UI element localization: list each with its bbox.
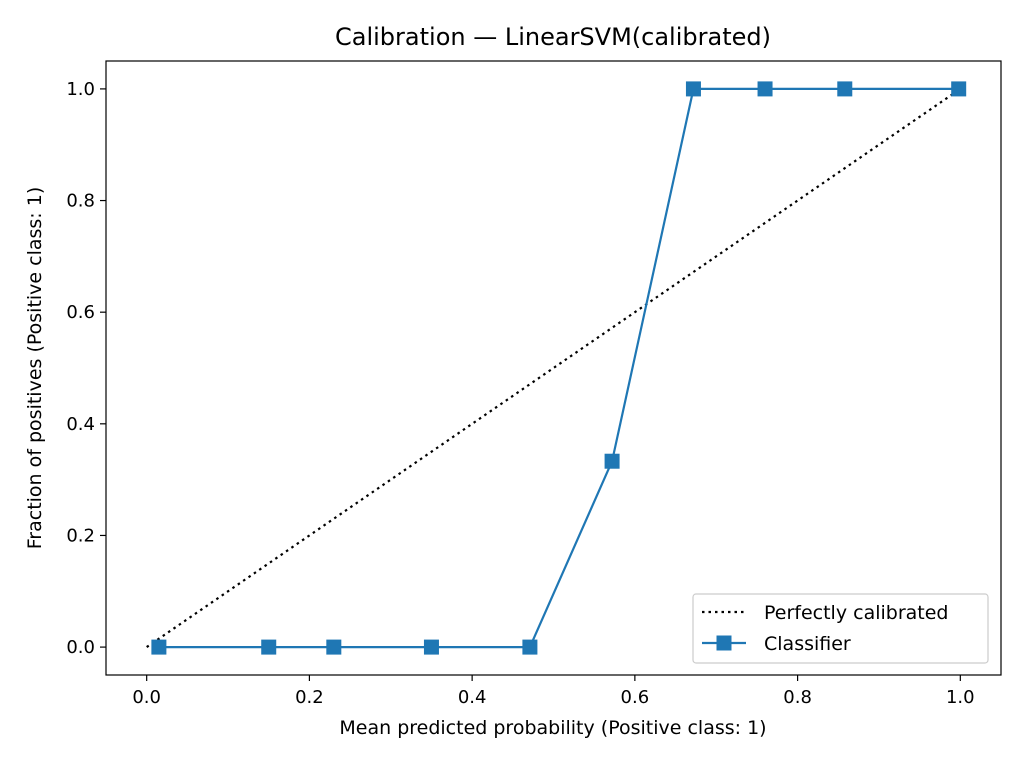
legend: Perfectly calibrated Classifier xyxy=(692,593,989,664)
x-tick-label: 0.6 xyxy=(621,687,650,708)
data-point-classifier xyxy=(837,81,853,97)
data-point-classifier xyxy=(261,639,277,655)
data-point-classifier xyxy=(326,639,342,655)
series-layer xyxy=(146,81,967,655)
y-tick-label: 0.2 xyxy=(66,525,95,546)
y-tick-label: 0.8 xyxy=(66,191,95,212)
data-point-classifier xyxy=(151,639,167,655)
x-tick-label: 0.4 xyxy=(458,687,487,708)
x-axis: 0.0 0.2 0.4 0.6 0.8 1.0 xyxy=(132,675,975,708)
data-point-classifier xyxy=(604,453,620,469)
chart-title: Calibration — LinearSVM(calibrated) xyxy=(335,23,771,51)
data-point-classifier xyxy=(423,639,439,655)
x-tick-label: 0.8 xyxy=(783,687,812,708)
y-tick-label: 1.0 xyxy=(66,79,95,100)
legend-frame xyxy=(692,593,989,664)
y-axis-label: Fraction of positives (Positive class: 1… xyxy=(24,187,46,550)
y-tick-label: 0.0 xyxy=(66,637,95,658)
x-tick-label: 0.2 xyxy=(295,687,324,708)
y-tick-label: 0.4 xyxy=(66,414,95,435)
legend-marker-classifier xyxy=(716,635,732,651)
x-axis-label: Mean predicted probability (Positive cla… xyxy=(339,717,766,739)
x-tick-label: 1.0 xyxy=(946,687,975,708)
y-axis: 0.0 0.2 0.4 0.6 0.8 1.0 xyxy=(66,79,106,658)
y-tick-label: 0.6 xyxy=(66,302,95,323)
data-point-classifier xyxy=(951,81,967,97)
series-line-classifier xyxy=(158,87,959,649)
x-tick-label: 0.0 xyxy=(132,687,161,708)
data-point-classifier xyxy=(522,639,538,655)
data-point-classifier xyxy=(685,81,701,97)
legend-label-perfectly-calibrated: Perfectly calibrated xyxy=(764,602,948,624)
legend-label-classifier: Classifier xyxy=(764,633,851,655)
series-line-perfectly-calibrated xyxy=(146,88,961,648)
data-point-classifier xyxy=(757,81,773,97)
